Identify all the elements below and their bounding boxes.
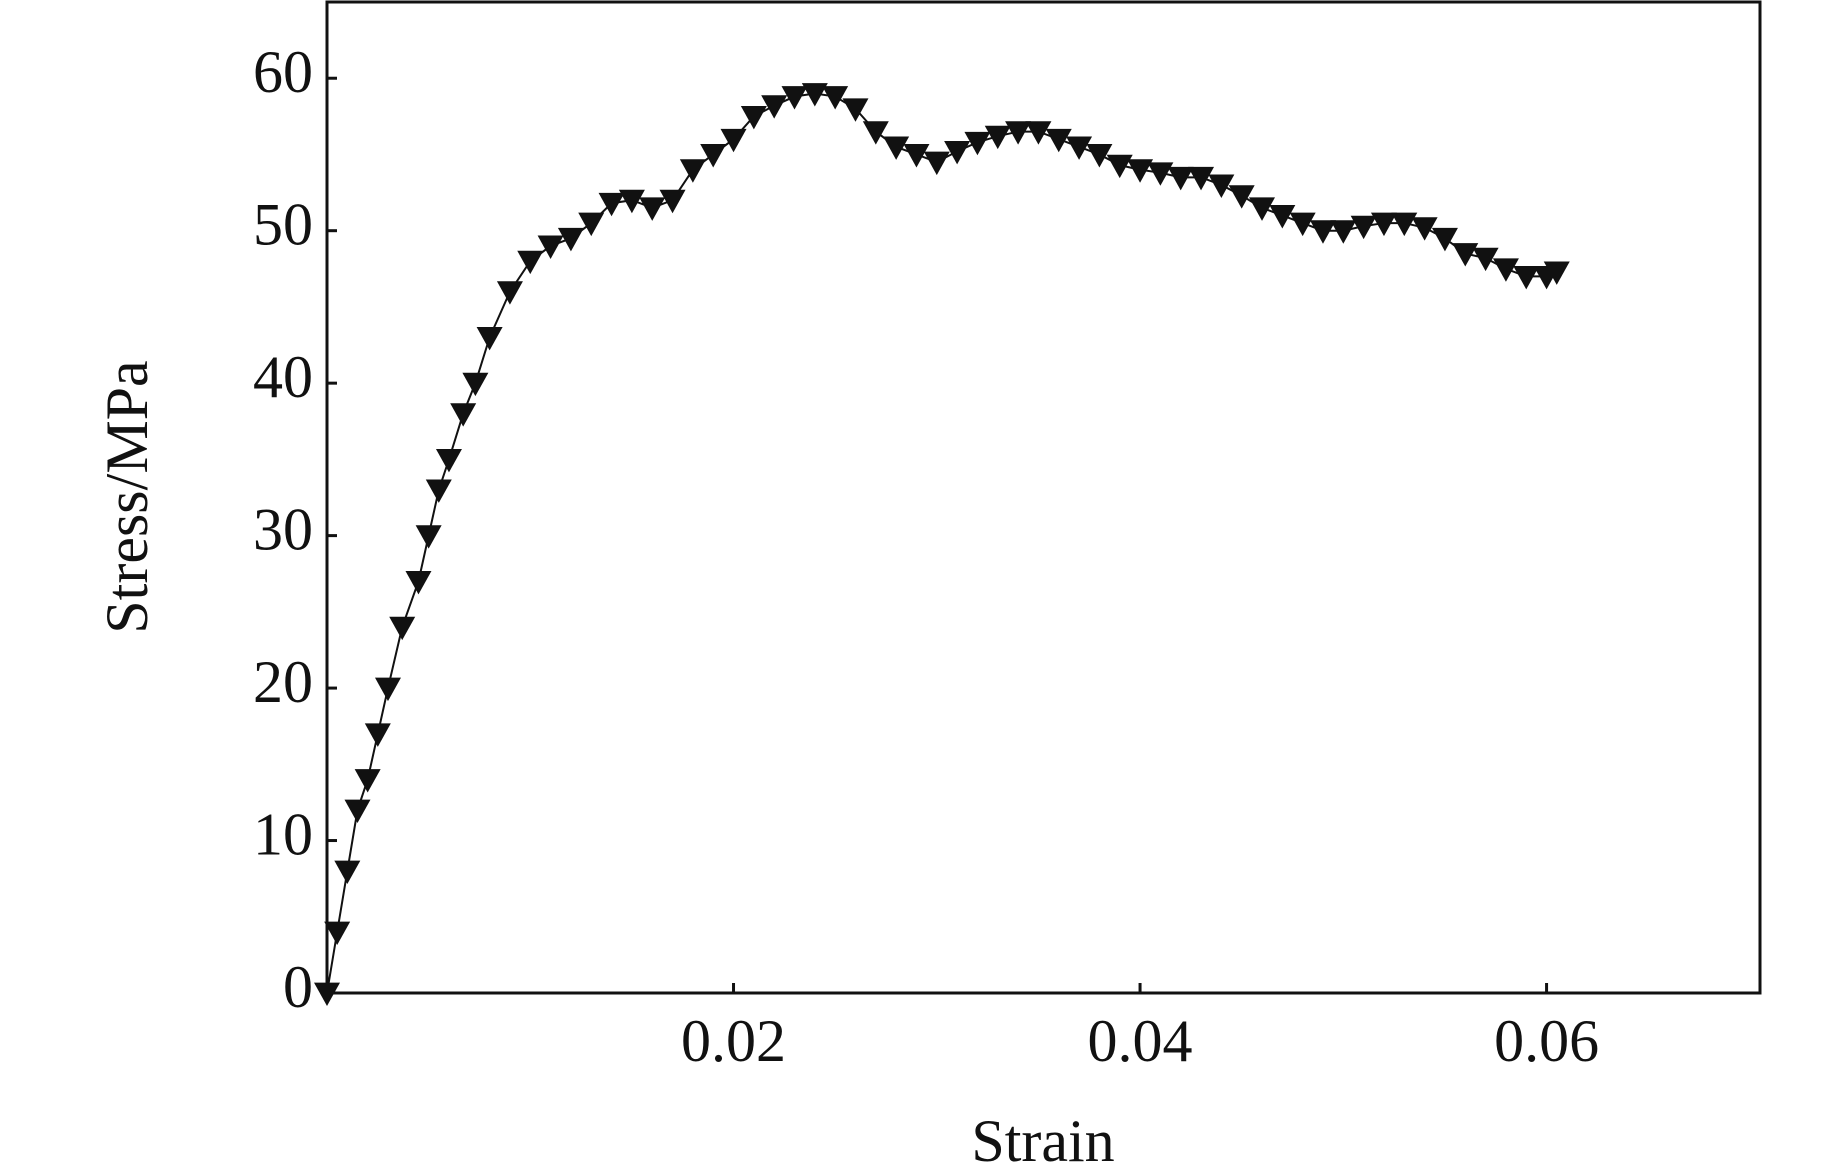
data-point	[740, 105, 767, 130]
y-tick-label: 50	[253, 191, 313, 257]
data-point	[476, 327, 503, 351]
data-point	[405, 570, 432, 595]
data-point	[842, 98, 869, 122]
series-line	[326, 92, 1558, 994]
data-point	[659, 189, 686, 214]
data-point	[578, 212, 605, 237]
data-point	[496, 281, 523, 305]
data-point	[1431, 227, 1458, 252]
data-point	[354, 769, 381, 793]
data-point	[700, 144, 727, 168]
data-point	[639, 197, 666, 221]
data-point	[389, 616, 416, 641]
data-point	[344, 799, 371, 824]
data-point	[314, 982, 340, 1006]
data-point	[1309, 220, 1336, 244]
data-point	[364, 723, 391, 747]
data-point	[984, 125, 1011, 150]
data-point	[1350, 215, 1377, 240]
data-point	[923, 151, 950, 176]
data-point	[781, 86, 808, 110]
y-axis-label: Stress/MPa	[94, 360, 160, 633]
y-tick-label: 60	[253, 39, 313, 105]
data-point	[1045, 128, 1072, 153]
y-tick-label: 0	[283, 954, 313, 1020]
x-axis-label: Strain	[971, 1108, 1114, 1174]
data-point	[1513, 266, 1540, 290]
data-point	[1269, 205, 1296, 229]
data-point	[1106, 154, 1133, 179]
data-point	[964, 131, 991, 156]
data-point	[720, 128, 747, 153]
data-point	[822, 86, 849, 110]
data-point	[537, 235, 564, 259]
data-point	[324, 921, 351, 946]
data-point	[1086, 144, 1113, 168]
data-point	[1208, 174, 1235, 198]
data-point	[462, 372, 489, 397]
data-point	[1472, 247, 1499, 272]
data-point	[883, 136, 910, 160]
data-point	[450, 403, 477, 427]
data-point	[944, 141, 971, 165]
data-point	[1391, 212, 1418, 237]
data-point	[557, 227, 584, 252]
x-tick-label: 0.06	[1494, 1008, 1599, 1074]
data-point	[1005, 121, 1032, 145]
data-point	[679, 159, 706, 183]
data-point	[1289, 212, 1316, 237]
data-point	[1167, 166, 1194, 191]
data-point	[435, 448, 462, 473]
data-point	[1127, 159, 1154, 183]
data-point	[1228, 185, 1255, 209]
data-point	[517, 250, 544, 275]
data-point	[374, 677, 401, 702]
data-point	[862, 121, 889, 145]
y-tick-label: 20	[253, 649, 313, 715]
x-tick-label: 0.02	[681, 1008, 786, 1074]
data-point	[1330, 220, 1357, 244]
data-point	[618, 189, 645, 214]
data-point	[903, 144, 930, 168]
data-point	[1066, 136, 1093, 160]
y-tick-label: 30	[253, 496, 313, 562]
plot-frame	[325, 0, 1762, 995]
data-point	[761, 95, 788, 119]
data-point	[415, 525, 442, 549]
data-point	[1452, 243, 1479, 267]
data-point	[801, 83, 828, 107]
data-point	[1249, 197, 1276, 221]
data-point	[1147, 162, 1174, 186]
y-tick-label: 10	[253, 801, 313, 867]
data-point	[1543, 261, 1570, 285]
data-point	[1370, 212, 1397, 237]
data-point	[1188, 166, 1215, 191]
y-tick-label: 40	[253, 344, 313, 410]
data-point	[1492, 258, 1519, 282]
data-point	[334, 860, 361, 885]
data-point	[1025, 121, 1052, 145]
x-tick-label: 0.04	[1088, 1008, 1193, 1074]
data-point	[598, 192, 625, 217]
data-point	[425, 479, 452, 503]
data-point	[1411, 217, 1438, 241]
